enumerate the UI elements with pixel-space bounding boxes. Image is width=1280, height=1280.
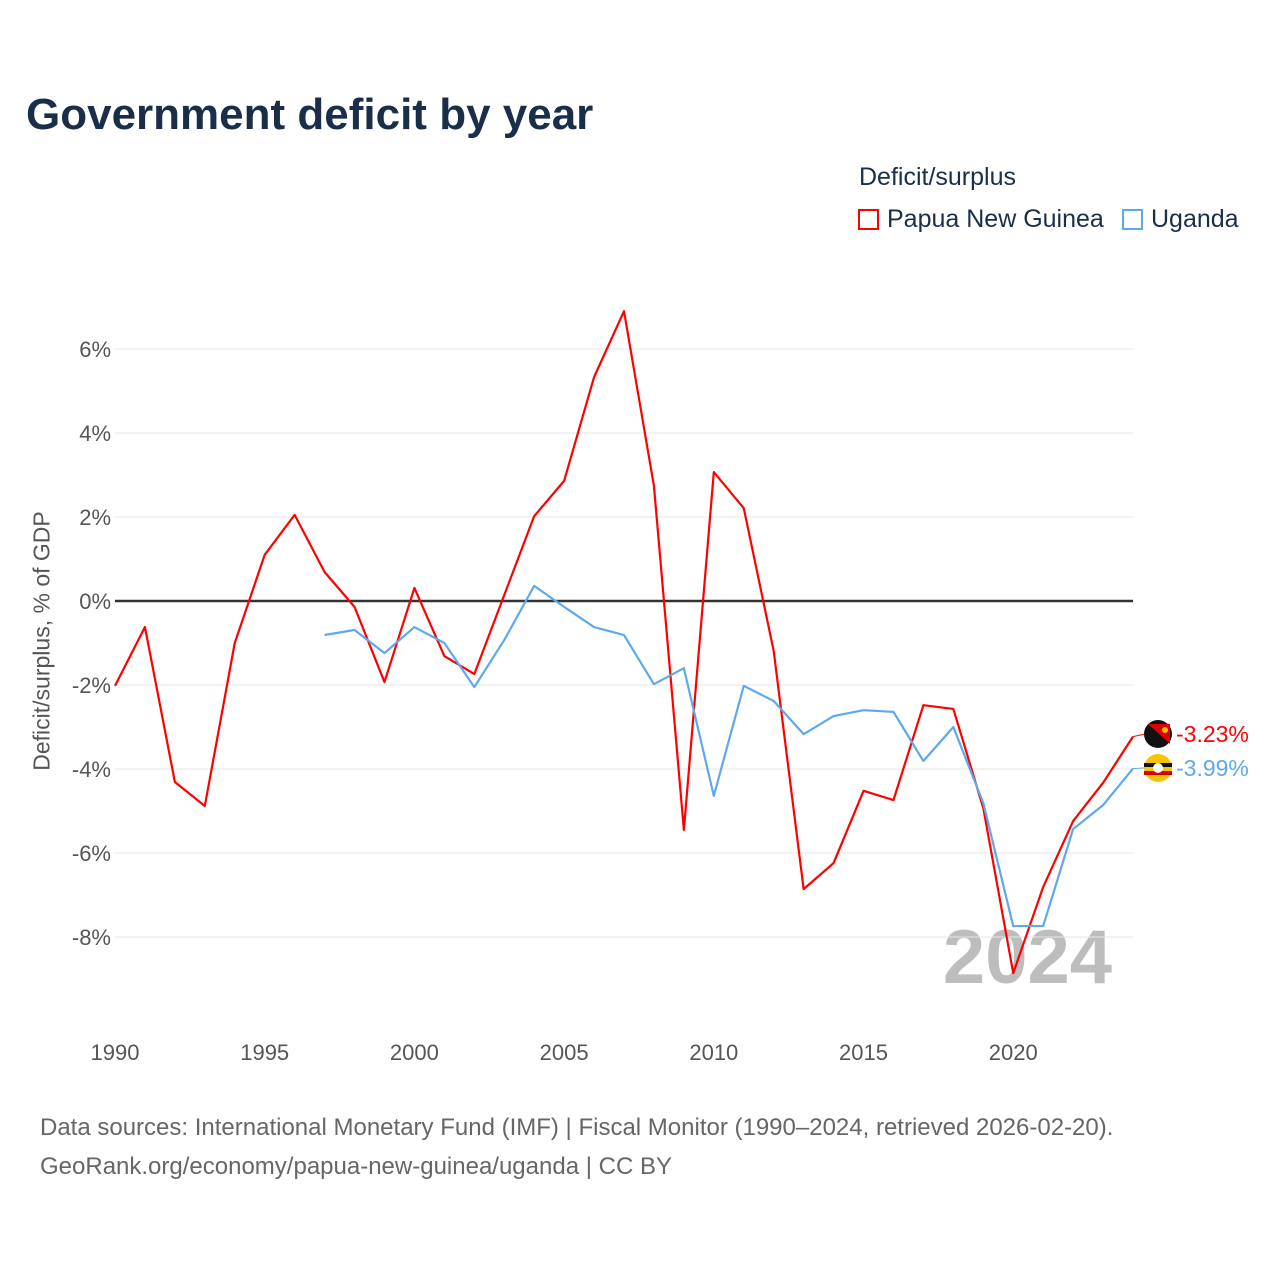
x-tick-label: 2005 (540, 1040, 589, 1065)
flag-half (1148, 724, 1170, 744)
y-tick-label: 6% (79, 337, 111, 362)
x-tick-label: 1990 (91, 1040, 140, 1065)
legend-title: Deficit/surplus (859, 163, 1016, 191)
legend-swatch (1122, 209, 1143, 230)
y-tick-label: 0% (79, 589, 111, 614)
papua-new-guinea-flag-icon (1144, 720, 1172, 748)
y-tick-label: 4% (79, 421, 111, 446)
series-line-papua-new-guinea (114, 310, 1134, 975)
flag-emblem (1153, 763, 1163, 773)
data-sources: Data sources: International Monetary Fun… (40, 1114, 1114, 1141)
end-value-label: -3.23% (1176, 721, 1249, 747)
x-tick-label: 2010 (689, 1040, 738, 1065)
label-connector (1132, 733, 1146, 738)
flag-bird (1162, 727, 1168, 733)
legend-item-uganda[interactable]: Uganda (1122, 205, 1239, 234)
x-tick-label: 2015 (839, 1040, 888, 1065)
legend-item-papua-new-guinea[interactable]: Papua New Guinea (858, 205, 1104, 234)
footer: Data sources: International Monetary Fun… (40, 1108, 1113, 1186)
y-axis-label: Deficit/surplus, % of GDP (28, 511, 55, 771)
uganda-flag-icon (1144, 754, 1172, 782)
label-connector (1132, 767, 1146, 770)
y-tick-label: 2% (79, 505, 111, 530)
year-watermark: 2024 (943, 915, 1112, 1000)
y-tick-label: -6% (72, 841, 111, 866)
x-tick-label: 2020 (989, 1040, 1038, 1065)
x-tick-label: 2000 (390, 1040, 439, 1065)
end-value-label: -3.99% (1176, 755, 1249, 781)
series-line-uganda (324, 584, 1134, 928)
flag-stripe (1144, 763, 1172, 767)
chart-title: Government deficit by year (26, 90, 594, 139)
legend-label: Papua New Guinea (887, 205, 1104, 233)
x-tick-label: 1995 (240, 1040, 289, 1065)
y-tick-label: -8% (72, 925, 111, 950)
flag-stripe (1144, 771, 1172, 775)
legend-label: Uganda (1151, 205, 1239, 233)
source-link[interactable]: GeoRank.org/economy/papua-new-guinea/uga… (40, 1153, 672, 1180)
legend-swatch (858, 209, 879, 230)
y-tick-label: -2% (72, 673, 111, 698)
y-tick-label: -4% (72, 757, 111, 782)
